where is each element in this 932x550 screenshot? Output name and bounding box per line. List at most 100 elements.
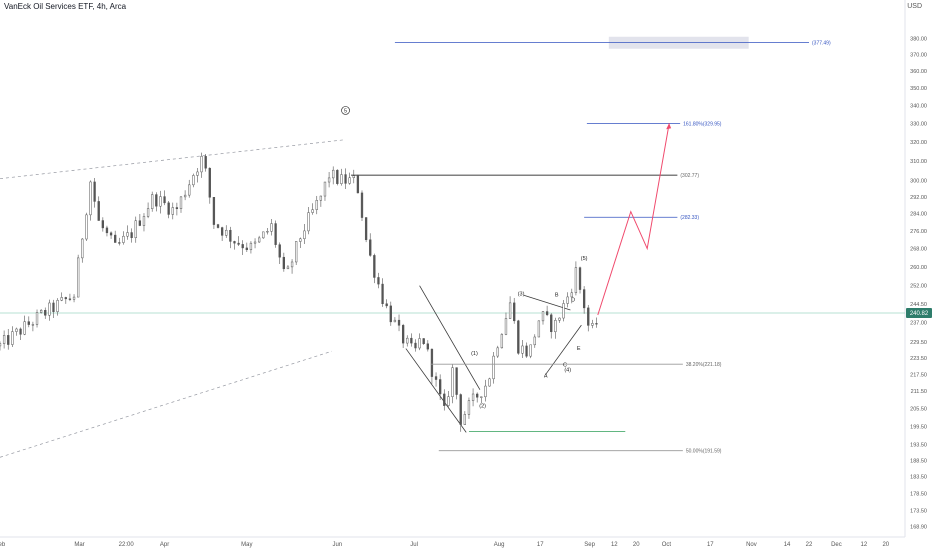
y-tick-label: 199.50 [910,424,927,430]
candle-body [385,303,388,307]
candle [237,236,240,247]
candle [270,219,273,236]
candle-body [311,209,314,213]
candle [410,333,413,347]
candle [31,321,35,332]
wave-label: 5 [344,108,347,114]
candle [253,238,257,249]
candle [508,296,512,319]
candle [517,319,520,355]
candle [72,294,76,303]
candle [525,342,528,358]
candle-body [81,238,84,259]
target-zone [608,36,749,49]
candle-body [192,175,195,186]
level-label: (282.33) [680,215,699,221]
candle-body [360,192,364,218]
candle [373,253,376,284]
x-tick-label: 12 [611,542,618,548]
trend-line [419,285,481,390]
y-tick-label: 300.00 [910,179,927,185]
candle-body [134,220,137,239]
candle-body [27,321,30,325]
y-tick-label: 370.00 [910,52,927,58]
y-tick-label: 237.00 [910,321,927,327]
candle [163,190,166,206]
candle [295,241,298,265]
x-tick-label: 20 [882,542,889,548]
candle-body [151,194,154,209]
candle [286,264,290,270]
candle [369,233,372,257]
candle-body [64,297,67,300]
candle-body [554,320,557,333]
candle-body [348,177,351,184]
projection-arrowhead [666,123,672,130]
candle-body [467,400,471,415]
x-tick-label: 22 [806,542,813,548]
candle-body [188,184,191,196]
candle-body [114,234,117,243]
x-tick-label: 20 [633,542,640,548]
candle [196,168,199,183]
y-tick-label: 260.00 [910,265,927,271]
candle [155,192,158,212]
y-tick-label: 380.00 [910,36,927,42]
candle [105,225,109,237]
candle [118,237,121,246]
candle-body [582,289,586,309]
candle-body [406,337,409,344]
last-price-label: 240.82 [910,311,929,317]
wave-label: (4) [564,368,571,374]
candle-body [492,355,495,380]
candle-body [262,231,265,239]
candle [85,212,88,242]
candle [56,298,59,316]
candle-body [517,320,520,354]
candle [476,392,479,403]
candle-body [167,202,170,215]
candle [529,344,532,359]
x-tick-label: Jul [410,542,418,548]
candle [229,226,232,249]
candle [171,202,174,220]
candle-body [122,235,125,243]
x-tick-label: Aug [494,542,505,548]
candle-body [216,224,220,228]
y-tick-label: 229.50 [910,340,927,346]
candle-body [332,169,335,179]
y-tick-label: 292.00 [910,195,927,201]
candle-body [56,300,59,312]
candle-body [93,181,96,202]
candle-body [68,298,72,300]
candle [344,168,347,189]
candle [101,217,104,232]
candle [377,272,380,289]
candle [134,216,137,243]
candle [480,396,483,404]
candle [179,195,183,213]
candle [167,201,170,219]
candle [159,190,162,214]
candle [467,397,471,419]
y-tick-label: 284.00 [910,212,927,218]
candle-body [500,334,504,349]
y-tick-label: 340.00 [910,103,927,109]
candle-body [130,232,133,239]
candle [323,181,327,201]
x-tick-label: Apr [160,542,169,548]
candle [35,309,39,328]
wave-circle [341,106,350,115]
candle [0,341,2,351]
trend-line [405,348,467,433]
candle [360,190,364,222]
candle [109,231,113,239]
y-tick-label: 193.50 [910,443,927,449]
candle-body [23,321,26,335]
y-tick-label: 217.50 [910,372,927,378]
candle-body [356,175,360,194]
candle-body [77,257,80,298]
candle [340,168,343,186]
candle [406,335,409,347]
